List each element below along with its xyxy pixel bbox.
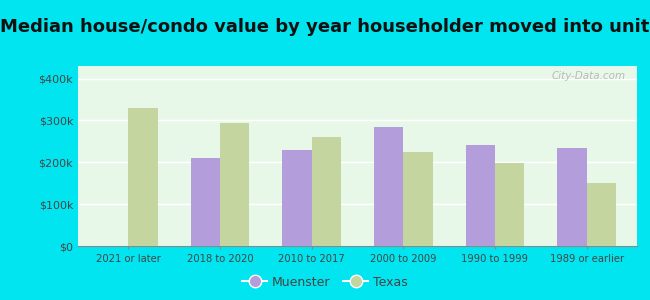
Bar: [465, 145, 495, 246]
Bar: [403, 152, 433, 246]
Bar: [557, 148, 586, 246]
Bar: [495, 163, 525, 246]
Text: Median house/condo value by year householder moved into unit: Median house/condo value by year househo…: [0, 18, 650, 36]
Legend: Muenster, Texas: Muenster, Texas: [237, 271, 413, 294]
Bar: [374, 127, 403, 246]
Text: City-Data.com: City-Data.com: [552, 71, 626, 81]
Bar: [220, 122, 250, 246]
Bar: [190, 158, 220, 246]
Bar: [312, 137, 341, 246]
Bar: [586, 183, 616, 246]
Bar: [129, 108, 158, 246]
Bar: [282, 150, 312, 246]
